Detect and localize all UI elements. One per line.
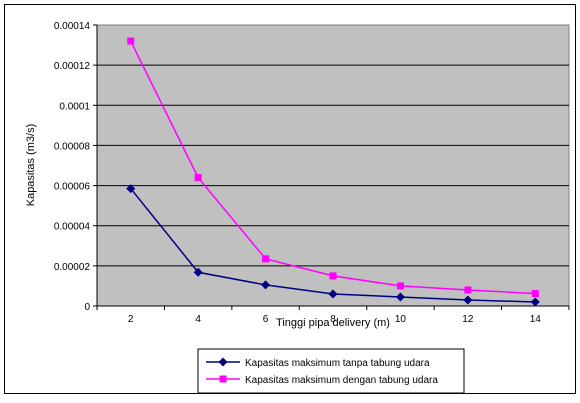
legend-label: Kapasitas maksimum tanpa tabung udara <box>245 358 430 369</box>
plot-area <box>96 24 570 307</box>
y-axis-label: Kapasitas (m3/s) <box>25 124 37 207</box>
legend-marker <box>219 375 227 383</box>
x-tick-label: 6 <box>263 314 269 325</box>
data-point <box>396 282 404 290</box>
legend-box <box>197 348 465 394</box>
series-layer <box>126 37 540 307</box>
data-point <box>464 286 472 294</box>
data-point <box>127 37 135 45</box>
data-point <box>194 174 202 182</box>
y-tick-label: 0.00014 <box>54 21 91 32</box>
y-tick-label: 0.00006 <box>54 182 91 193</box>
data-point <box>531 290 539 298</box>
x-tick-label: 8 <box>330 314 336 325</box>
x-axis-label: Tinggi pipa delivery (m) <box>276 317 390 329</box>
y-tick-label: 0.0001 <box>59 101 90 112</box>
x-tick-label: 12 <box>462 314 474 325</box>
y-tick-label: 0.00002 <box>54 262 91 273</box>
x-tick-label: 10 <box>395 314 407 325</box>
legend-marker <box>218 357 228 367</box>
y-tick-label: 0.00012 <box>54 61 91 72</box>
data-point <box>328 289 338 299</box>
y-tick-label: 0 <box>84 302 90 313</box>
data-point <box>463 295 473 305</box>
data-point <box>193 267 203 277</box>
y-tick-label: 0.00004 <box>54 222 91 233</box>
data-point <box>530 297 540 307</box>
data-point <box>262 255 270 263</box>
legend: Kapasitas maksimum tanpa tabung udara Kap… <box>197 348 465 394</box>
grid-lines <box>97 64 569 267</box>
axes: 0 0.00002 0.00004 0.00006 0.00008 0.0001 0.000… <box>54 21 570 325</box>
x-tick-label: 14 <box>530 314 542 325</box>
x-tick-label: 2 <box>128 314 134 325</box>
data-point <box>126 184 136 194</box>
data-point <box>395 292 405 302</box>
data-point <box>261 280 271 290</box>
data-point <box>329 272 337 280</box>
y-tick-label: 0.00008 <box>54 141 91 152</box>
x-tick-label: 4 <box>195 314 201 325</box>
legend-label: Kapasitas maksimum dengan tabung udara <box>245 375 438 386</box>
